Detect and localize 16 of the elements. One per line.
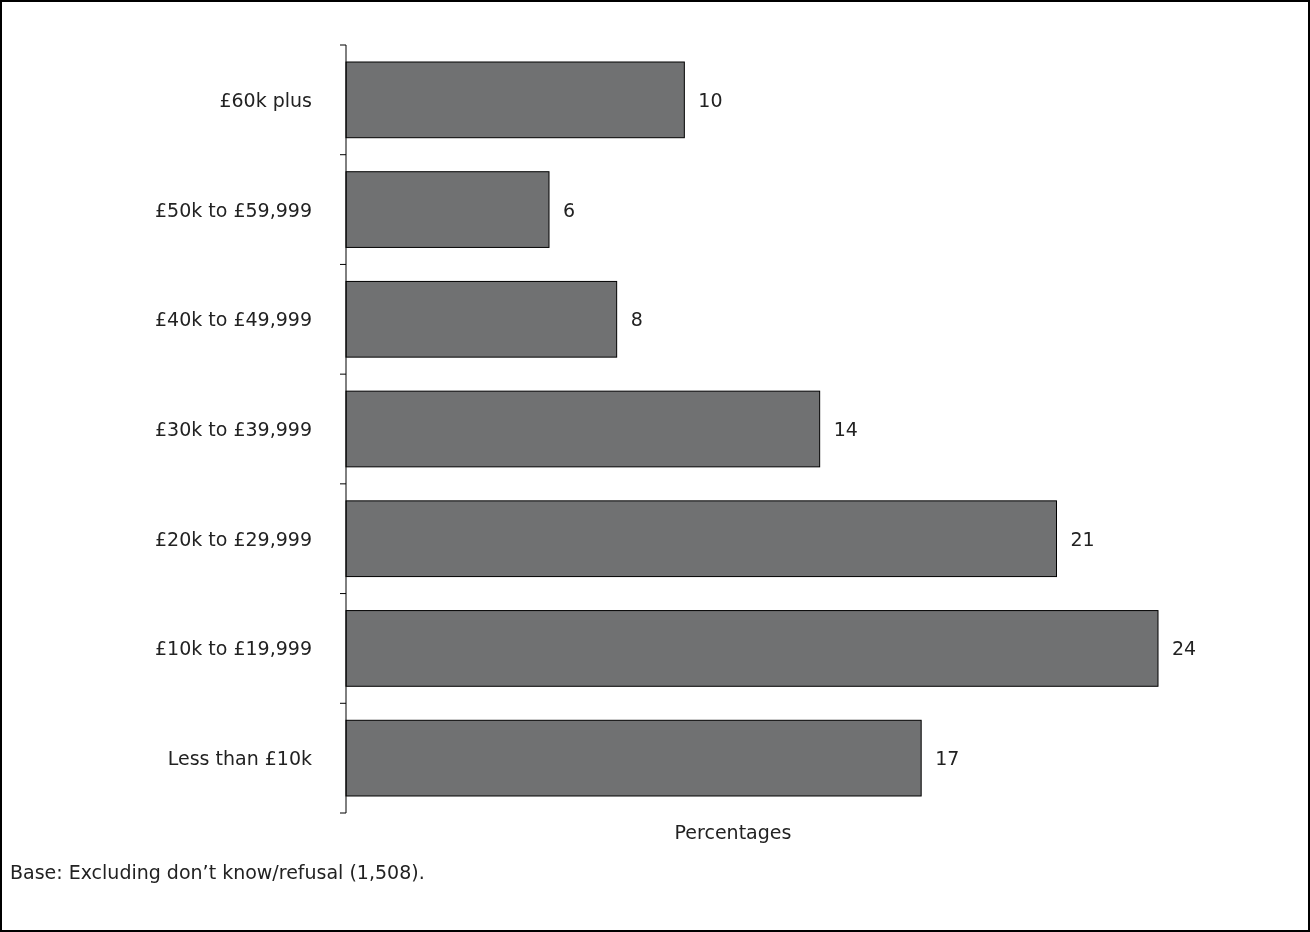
- y-tick-label: £40k to £49,999: [155, 308, 312, 331]
- y-tick-label: £50k to £59,999: [155, 198, 312, 221]
- data-label: 21: [1070, 527, 1095, 550]
- data-label: 8: [630, 308, 643, 331]
- y-tick-label: £20k to £29,999: [155, 527, 312, 550]
- data-label: 6: [563, 198, 576, 221]
- y-tick-label: £60k plus: [219, 88, 312, 111]
- data-label: 14: [833, 418, 858, 440]
- y-tick-label: £30k to £39,999: [155, 418, 312, 440]
- y-tick-label: £10k to £19,999: [155, 637, 312, 660]
- data-label: 17: [935, 747, 960, 770]
- text: Base: Excluding don’t know/refusal (1,508).: [10, 861, 425, 883]
- data-label: 24: [1172, 637, 1197, 660]
- y-tick-label: Less than £10k: [167, 747, 312, 770]
- data-label: 10: [698, 88, 723, 111]
- x-axis-title: Percentages: [674, 821, 792, 843]
